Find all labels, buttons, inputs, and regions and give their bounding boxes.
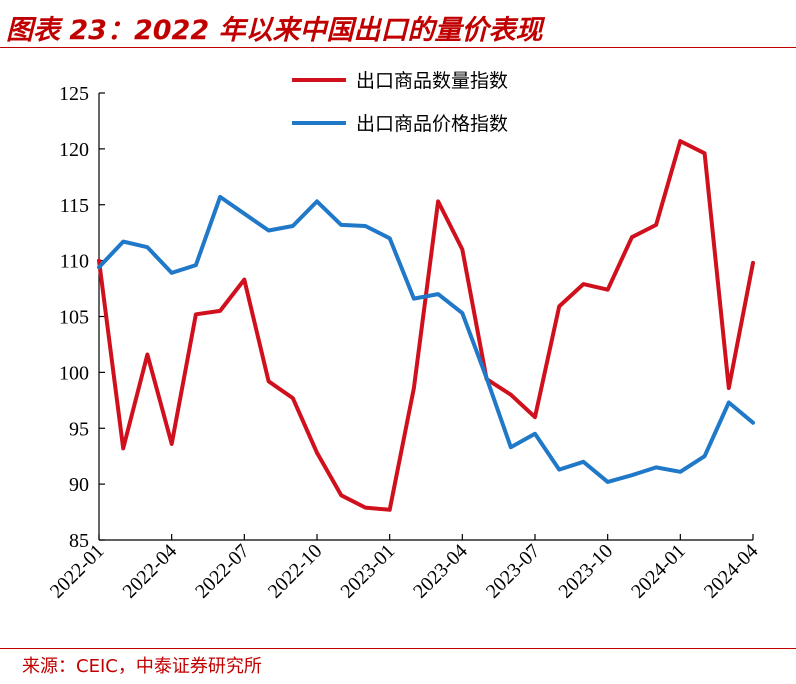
x-tick-label: 2024-01 xyxy=(627,540,690,603)
source-note: 来源：CEIC，中泰证券研究所 xyxy=(22,656,262,677)
y-tick-label: 120 xyxy=(59,139,89,161)
x-tick-label: 2023-04 xyxy=(409,540,472,603)
y-tick-label: 125 xyxy=(59,83,89,105)
figure-title: 图表 23：2022 年以来中国出口的量价表现 xyxy=(6,15,543,46)
y-tick-label: 95 xyxy=(69,418,89,440)
legend-label-2: 出口商品价格指数 xyxy=(356,113,508,135)
x-tick-label: 2024-04 xyxy=(700,540,763,603)
x-tick-label: 2022-07 xyxy=(191,540,254,603)
title-divider xyxy=(0,47,796,48)
legend-label-1: 出口商品数量指数 xyxy=(356,70,508,92)
x-tick-label: 2022-10 xyxy=(264,540,327,603)
y-tick-label: 105 xyxy=(59,307,89,329)
y-tick-label: 90 xyxy=(69,474,89,496)
x-tick-label: 2023-10 xyxy=(555,540,618,603)
series-line-2 xyxy=(97,194,755,484)
y-tick-label: 100 xyxy=(59,362,89,384)
x-tick-label: 2023-07 xyxy=(482,540,545,603)
x-tick-label: 2023-01 xyxy=(337,540,400,603)
series-line-1 xyxy=(97,139,755,512)
footer-divider xyxy=(0,648,796,649)
y-tick-label: 85 xyxy=(69,530,89,552)
x-tick-label: 2022-04 xyxy=(119,540,182,603)
y-tick-label: 110 xyxy=(60,251,89,273)
y-tick-label: 115 xyxy=(60,195,89,217)
